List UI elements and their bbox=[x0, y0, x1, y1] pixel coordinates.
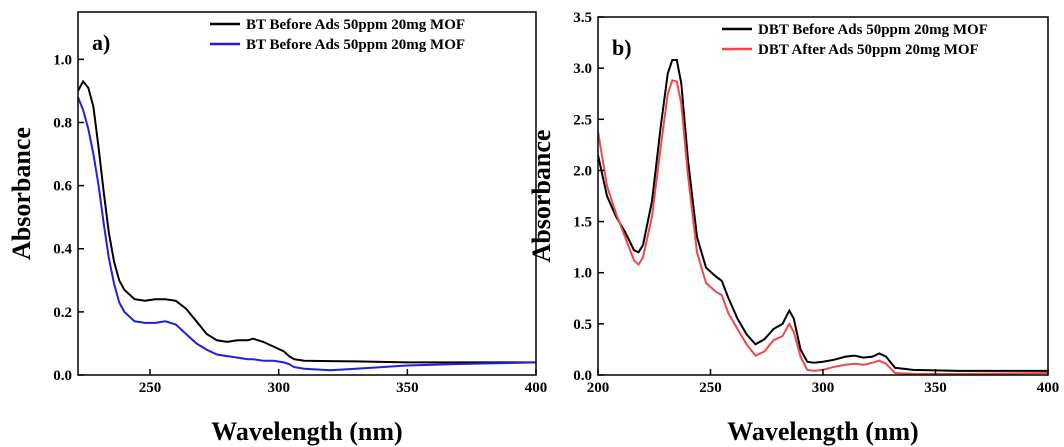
plot-frame bbox=[597, 16, 1049, 376]
y-tick-label: 0.0 bbox=[53, 368, 72, 384]
y-tick-label: 0.4 bbox=[53, 242, 72, 258]
y-tick-label: 0.6 bbox=[53, 179, 72, 195]
x-tick-label: 300 bbox=[267, 380, 290, 396]
legend-label: DBT After Ads 50ppm 20mg MOF bbox=[758, 42, 979, 58]
x-tick-label: 350 bbox=[396, 380, 419, 396]
legend-label: BT Before Ads 50ppm 20mg MOF bbox=[246, 17, 465, 33]
panel-label: b) bbox=[612, 35, 632, 60]
plot-frame bbox=[77, 11, 537, 376]
x-tick-label: 250 bbox=[699, 380, 722, 396]
data-line bbox=[598, 79, 1048, 375]
x-tick-label: 400 bbox=[1037, 380, 1060, 396]
y-tick-label: 0.2 bbox=[53, 305, 72, 321]
x-tick-label: 400 bbox=[525, 380, 548, 396]
panel-label: a) bbox=[92, 30, 110, 55]
data-line bbox=[598, 59, 1048, 372]
x-tick-label: 350 bbox=[924, 380, 947, 396]
x-axis-label: Wavelength (nm) bbox=[727, 417, 918, 446]
x-tick-label: 200 bbox=[587, 380, 610, 396]
x-axis-label: Wavelength (nm) bbox=[211, 417, 402, 446]
data-line bbox=[78, 79, 536, 364]
y-tick-label: 2.5 bbox=[573, 112, 592, 128]
y-tick-label: 3.5 bbox=[573, 10, 592, 26]
y-tick-label: 0.0 bbox=[573, 368, 592, 384]
y-tick-label: 0.8 bbox=[53, 115, 72, 131]
data-line bbox=[78, 96, 536, 372]
legend-label: DBT Before Ads 50ppm 20mg MOF bbox=[758, 22, 988, 38]
y-tick-label: 0.5 bbox=[573, 317, 592, 333]
x-tick-label: 300 bbox=[812, 380, 835, 396]
y-tick-label: 3.0 bbox=[573, 61, 592, 77]
x-tick-label: 250 bbox=[139, 380, 162, 396]
y-tick-label: 1.5 bbox=[573, 215, 592, 231]
y-axis-label: Absorbance bbox=[527, 130, 556, 263]
y-tick-label: 1.0 bbox=[573, 266, 592, 282]
y-tick-label: 1.0 bbox=[53, 52, 72, 68]
legend-label: BT Before Ads 50ppm 20mg MOF bbox=[246, 37, 465, 53]
y-axis-label: Absorbance bbox=[7, 127, 36, 260]
y-tick-label: 2.0 bbox=[573, 163, 592, 179]
